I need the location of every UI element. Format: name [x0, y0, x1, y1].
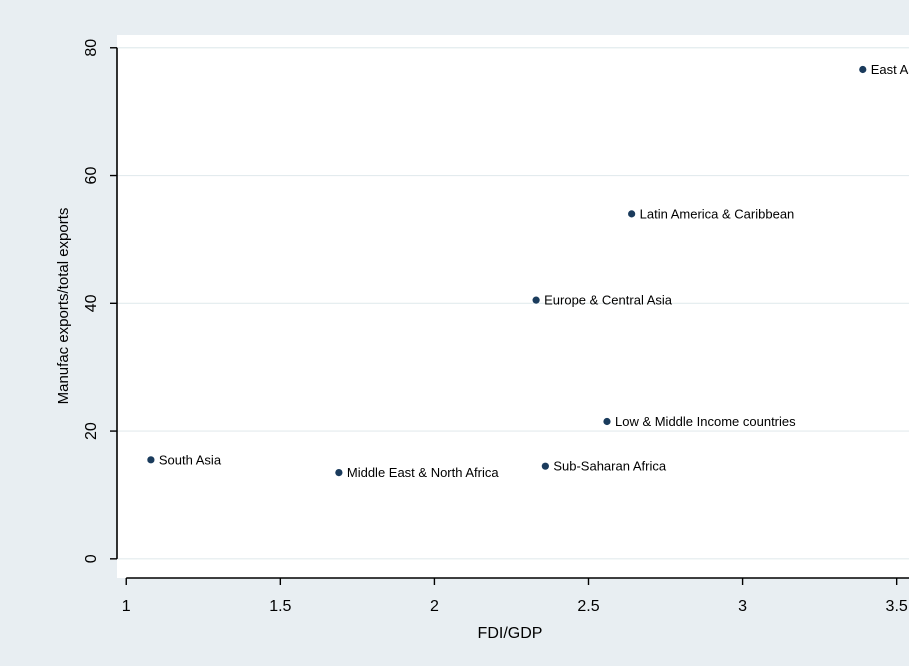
data-point-label: Latin America & Caribbean	[640, 206, 795, 221]
data-point	[335, 468, 343, 477]
data-point-label: Low & Middle Income countries	[615, 414, 796, 429]
y-tick-label: 0	[83, 554, 100, 563]
data-point-label: Middle East & North Africa	[347, 465, 499, 480]
gridlines	[117, 47, 909, 560]
data-point-label: Sub-Saharan Africa	[553, 459, 667, 474]
data-point	[532, 296, 540, 304]
y-tick-label: 40	[83, 294, 100, 312]
data-point	[628, 210, 636, 218]
x-tick-label: 3	[738, 598, 747, 615]
x-tick-label: 2	[430, 598, 439, 615]
y-tick-label: 60	[83, 167, 100, 185]
data-points: East Asia & Pacific Latin America & Carib…	[147, 62, 909, 480]
axis-ticks: 0 20 40 60 80 1 1.5 2 2.5 3 3.5	[83, 39, 908, 615]
data-point	[147, 456, 155, 464]
data-point	[541, 462, 549, 470]
x-axis-title: FDI/GDP	[478, 625, 543, 642]
data-point-label: East Asia & Pacific	[871, 62, 909, 77]
plot-area	[117, 35, 909, 578]
x-tick-label: 1	[122, 598, 131, 615]
x-tick-label: 3.5	[886, 598, 908, 615]
data-point	[603, 417, 611, 426]
x-tick-label: 2.5	[577, 598, 599, 615]
data-point-label: South Asia	[159, 452, 222, 467]
y-tick-label: 80	[83, 39, 100, 57]
y-tick-label: 20	[83, 422, 100, 440]
y-axis-title: Manufac exports/total exports	[55, 208, 72, 405]
x-tick-label: 1.5	[269, 598, 291, 615]
data-point	[859, 65, 867, 74]
data-point-label: Europe & Central Asia	[544, 293, 673, 308]
